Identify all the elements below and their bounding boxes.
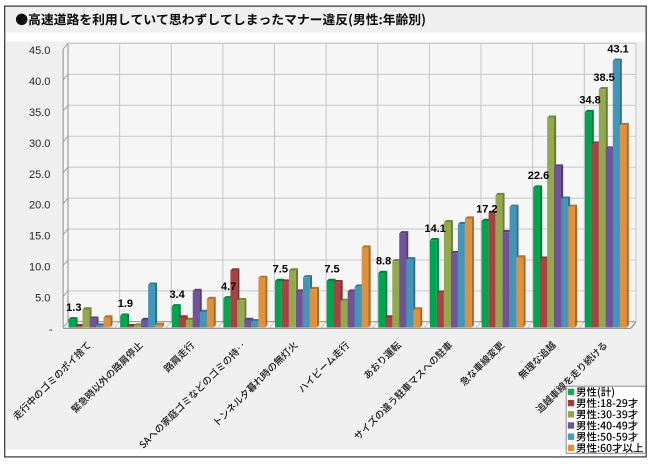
svg-text:3.4: 3.4 [169, 289, 185, 301]
svg-text:17.2: 17.2 [476, 204, 497, 216]
svg-text:45.0: 45.0 [29, 45, 50, 57]
svg-text:14.1: 14.1 [424, 223, 445, 235]
svg-text:25.0: 25.0 [29, 169, 50, 181]
svg-text:43.1: 43.1 [607, 43, 628, 55]
svg-text:35.0: 35.0 [29, 107, 50, 119]
svg-text:30.0: 30.0 [29, 138, 50, 150]
svg-text:1.3: 1.3 [66, 302, 81, 314]
svg-text:15.0: 15.0 [29, 231, 50, 243]
svg-text:10.0: 10.0 [29, 262, 50, 274]
svg-text:5.0: 5.0 [35, 293, 50, 305]
svg-text:34.8: 34.8 [579, 95, 600, 107]
svg-text:40.0: 40.0 [29, 76, 50, 88]
svg-text:7.5: 7.5 [273, 264, 288, 276]
svg-text:8.8: 8.8 [376, 256, 391, 268]
svg-text:-: - [49, 324, 53, 336]
svg-text:1.9: 1.9 [118, 298, 133, 310]
svg-text:38.5: 38.5 [593, 72, 614, 84]
svg-text:20.0: 20.0 [29, 200, 50, 212]
svg-text:22.6: 22.6 [528, 170, 549, 182]
svg-text:7.5: 7.5 [324, 264, 339, 276]
svg-text:4.7: 4.7 [221, 281, 236, 293]
